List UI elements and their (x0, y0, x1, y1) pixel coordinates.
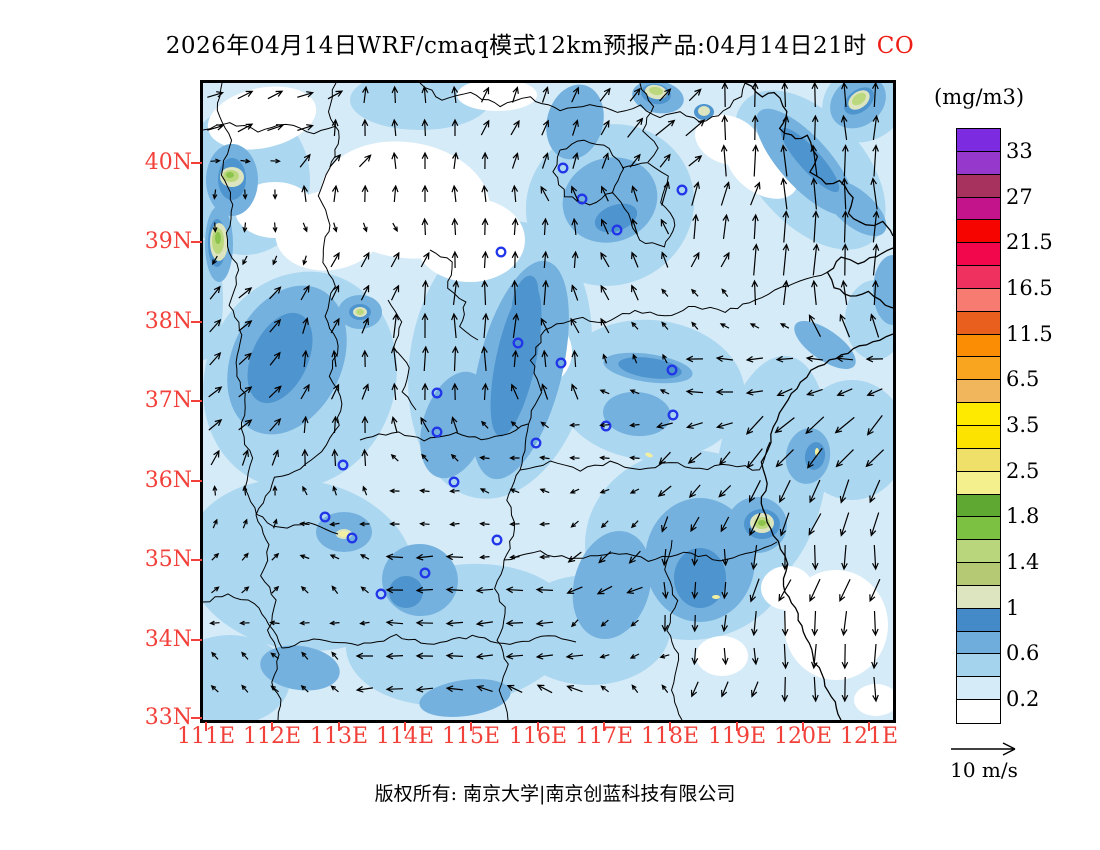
colorbar-cell (957, 494, 1000, 518)
lat-tick (191, 639, 202, 641)
lat-label: 35N (144, 547, 192, 572)
lon-label: 111E (176, 724, 236, 749)
colorbar-tick-label: 0.2 (1006, 687, 1040, 712)
lon-label: 120E (773, 724, 833, 749)
title-text: 2026年04月14日WRF/cmaq模式12km预报产品:04月14日21时 (165, 33, 867, 59)
colorbar-cell (957, 334, 1000, 358)
colorbar-cell (957, 654, 1000, 678)
map-plot (203, 83, 893, 720)
colorbar-tick-label: 21.5 (1006, 230, 1053, 255)
lon-tick (802, 722, 804, 731)
lon-tick (470, 722, 472, 731)
colorbar-cell (957, 288, 1000, 312)
colorbar-tick-label: 3.5 (1006, 413, 1040, 437)
lat-label: 39N (144, 229, 192, 254)
colorbar-tick-label: 33 (1006, 138, 1033, 163)
lat-tick (191, 321, 202, 323)
colorbar-tick-label: 1.8 (1006, 504, 1040, 529)
forecast-title: 2026年04月14日WRF/cmaq模式12km预报产品:04月14日21时 C… (95, 26, 985, 60)
lon-tick (603, 722, 605, 731)
lon-tick (736, 722, 738, 731)
lat-tick (191, 241, 202, 243)
colorbar-cell (957, 585, 1000, 609)
colorbar-tick-label: 11.5 (1006, 321, 1053, 346)
colorbar-cell (957, 471, 1000, 495)
wind-scale-label: 10 m/s (950, 758, 1018, 782)
lat-tick (191, 559, 202, 561)
lon-tick (669, 722, 671, 731)
lon-label: 113E (309, 724, 369, 749)
colorbar-tick-label: 0.6 (1006, 641, 1040, 666)
title-species: CO (876, 33, 915, 59)
colorbar-tick-label: 1 (1006, 595, 1020, 620)
lon-tick (537, 722, 539, 731)
colorbar-tick-label: 27 (1006, 184, 1033, 209)
colorbar-cell (957, 448, 1000, 472)
lon-label: 115E (441, 724, 501, 749)
lat-tick (191, 480, 202, 482)
colorbar-cell (957, 243, 1000, 267)
colorbar-cell (957, 311, 1000, 335)
colorbar-cell (957, 357, 1000, 381)
lon-label: 112E (242, 724, 302, 749)
lat-tick (191, 400, 202, 402)
copyright-text: 版权所有: 南京大学|南京创蓝科技有限公司 (374, 783, 736, 805)
lat-label: 34N (144, 627, 192, 652)
colorbar-cell (957, 380, 1000, 404)
colorbar-cell (957, 425, 1000, 449)
lat-label: 40N (144, 150, 192, 175)
colorbar-cell (957, 563, 1000, 586)
lon-label: 119E (707, 724, 767, 749)
wind-arrows (207, 83, 885, 703)
lon-tick (271, 722, 273, 731)
colorbar-cell (957, 540, 1000, 564)
lon-label: 117E (574, 724, 634, 749)
lat-tick (191, 717, 202, 719)
colorbar-tick-label: 6.5 (1006, 367, 1040, 392)
city-markers (319, 162, 688, 600)
lon-tick (205, 722, 207, 731)
colorbar-tick-label: 16.5 (1006, 275, 1053, 300)
forecast-map-canvas (203, 83, 893, 720)
lat-label: 37N (144, 388, 192, 413)
colorbar-cell (957, 266, 1000, 289)
colorbar-cell (957, 197, 1000, 221)
colorbar-cell (957, 129, 1000, 152)
lon-label: 121E (839, 724, 899, 749)
lat-label: 33N (144, 705, 192, 730)
colorbar (956, 128, 1001, 724)
lon-tick (404, 722, 406, 731)
lon-label: 118E (640, 724, 700, 749)
colorbar-unit-label: (mg/m3) (934, 85, 1025, 109)
colorbar-cell (957, 700, 1000, 723)
colorbar-cell (957, 677, 1000, 701)
wind-scale-arrow-icon (951, 742, 1016, 756)
colorbar-cell (957, 220, 1000, 244)
coastline (744, 83, 893, 720)
colorbar-cell (957, 608, 1000, 632)
lat-label: 36N (144, 468, 192, 493)
colorbar-tick-label: 2.5 (1006, 458, 1040, 483)
colorbar-cell (957, 631, 1000, 655)
colorbar-cell (957, 174, 1000, 198)
lon-tick (338, 722, 340, 731)
lon-label: 116E (508, 724, 568, 749)
lon-label: 114E (375, 724, 435, 749)
colorbar-tick-label: 1.4 (1006, 550, 1040, 575)
field-layer-bright-green (215, 172, 766, 526)
lat-tick (191, 162, 202, 164)
colorbar-cell (957, 403, 1000, 426)
colorbar-cell (957, 151, 1000, 175)
colorbar-cell (957, 517, 1000, 541)
lat-label: 38N (144, 309, 192, 334)
lon-tick (868, 722, 870, 731)
